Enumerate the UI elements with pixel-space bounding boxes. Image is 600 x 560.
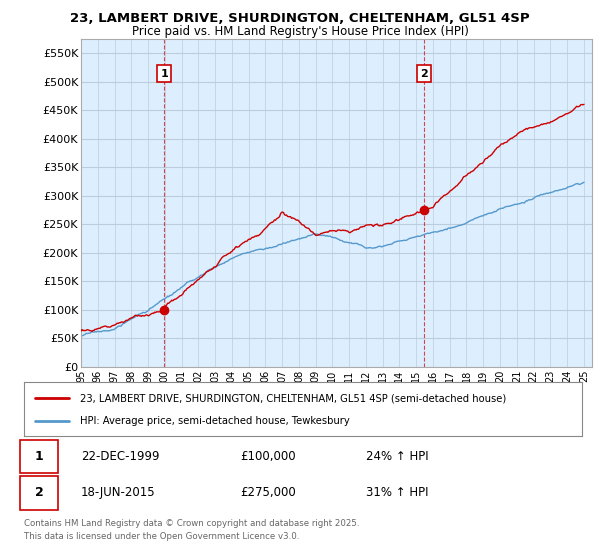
- Text: 23, LAMBERT DRIVE, SHURDINGTON, CHELTENHAM, GL51 4SP (semi-detached house): 23, LAMBERT DRIVE, SHURDINGTON, CHELTENH…: [80, 394, 506, 403]
- Text: 23, LAMBERT DRIVE, SHURDINGTON, CHELTENHAM, GL51 4SP: 23, LAMBERT DRIVE, SHURDINGTON, CHELTENH…: [70, 12, 530, 25]
- FancyBboxPatch shape: [20, 476, 58, 510]
- Text: 2: 2: [35, 487, 43, 500]
- Text: 1: 1: [160, 68, 168, 78]
- Text: 31% ↑ HPI: 31% ↑ HPI: [366, 487, 428, 500]
- FancyBboxPatch shape: [20, 440, 58, 473]
- Text: 22-DEC-1999: 22-DEC-1999: [81, 450, 160, 463]
- Text: 2: 2: [420, 68, 428, 78]
- Text: £275,000: £275,000: [240, 487, 296, 500]
- Text: Contains HM Land Registry data © Crown copyright and database right 2025.
This d: Contains HM Land Registry data © Crown c…: [24, 519, 359, 540]
- Text: Price paid vs. HM Land Registry's House Price Index (HPI): Price paid vs. HM Land Registry's House …: [131, 25, 469, 38]
- Text: 24% ↑ HPI: 24% ↑ HPI: [366, 450, 428, 463]
- Text: 1: 1: [35, 450, 43, 463]
- Text: HPI: Average price, semi-detached house, Tewkesbury: HPI: Average price, semi-detached house,…: [80, 416, 350, 426]
- Text: 18-JUN-2015: 18-JUN-2015: [81, 487, 155, 500]
- Text: £100,000: £100,000: [240, 450, 296, 463]
